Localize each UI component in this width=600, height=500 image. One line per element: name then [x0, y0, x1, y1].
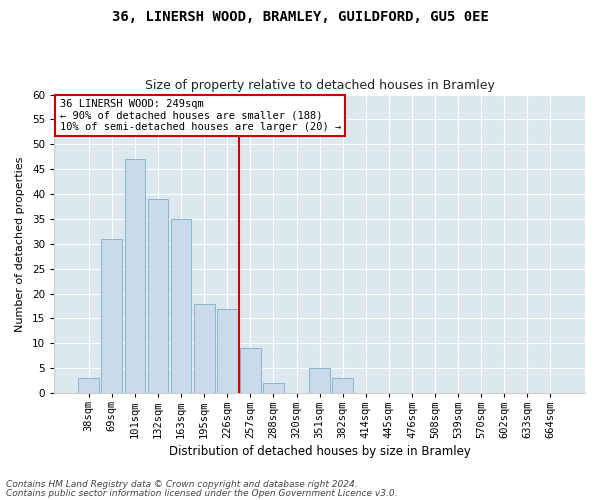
Bar — [240, 348, 261, 393]
Bar — [101, 239, 122, 393]
Bar — [194, 304, 215, 393]
Text: Contains public sector information licensed under the Open Government Licence v3: Contains public sector information licen… — [6, 488, 398, 498]
Text: 36, LINERSH WOOD, BRAMLEY, GUILDFORD, GU5 0EE: 36, LINERSH WOOD, BRAMLEY, GUILDFORD, GU… — [112, 10, 488, 24]
Bar — [170, 219, 191, 393]
Bar — [263, 383, 284, 393]
Bar — [332, 378, 353, 393]
Bar — [125, 159, 145, 393]
Bar — [148, 199, 169, 393]
Text: 36 LINERSH WOOD: 249sqm
← 90% of detached houses are smaller (188)
10% of semi-d: 36 LINERSH WOOD: 249sqm ← 90% of detache… — [59, 99, 341, 132]
Bar — [79, 378, 99, 393]
Text: Contains HM Land Registry data © Crown copyright and database right 2024.: Contains HM Land Registry data © Crown c… — [6, 480, 358, 489]
Bar — [309, 368, 330, 393]
Title: Size of property relative to detached houses in Bramley: Size of property relative to detached ho… — [145, 79, 494, 92]
Y-axis label: Number of detached properties: Number of detached properties — [15, 156, 25, 332]
Bar — [217, 308, 238, 393]
X-axis label: Distribution of detached houses by size in Bramley: Distribution of detached houses by size … — [169, 444, 470, 458]
